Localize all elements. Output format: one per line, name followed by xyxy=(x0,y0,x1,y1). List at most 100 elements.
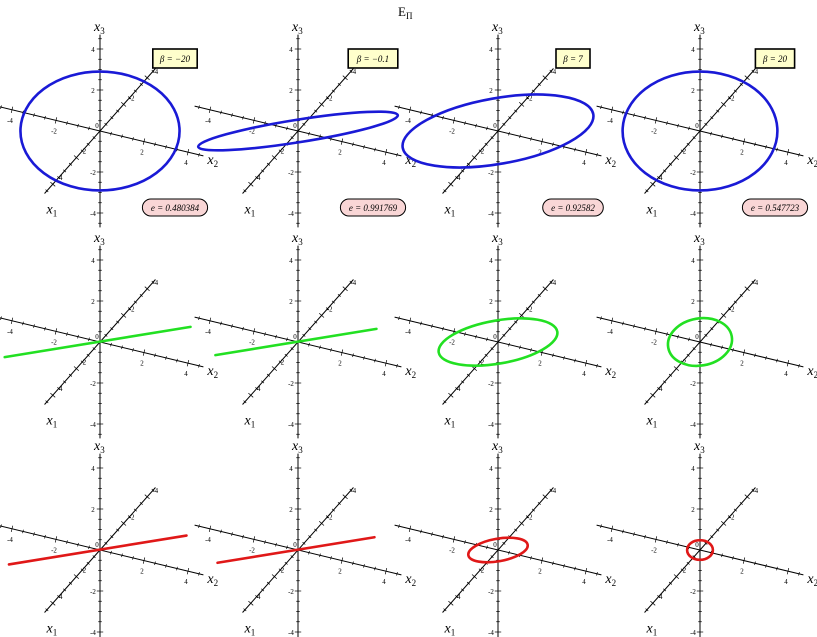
axis-tick xyxy=(325,96,330,100)
x1-tick-label: -4 xyxy=(152,68,158,76)
x2-axis-label: x2 xyxy=(806,153,817,169)
axis-tick xyxy=(264,540,266,544)
x2-tick-label: 2 xyxy=(740,568,744,576)
axis-tick xyxy=(198,105,200,109)
axis-tick xyxy=(443,189,447,193)
axis-tick xyxy=(66,540,68,544)
x1-tick-label: -4 xyxy=(152,279,158,287)
axis-tick xyxy=(22,321,24,326)
axis-tick xyxy=(531,300,535,304)
axis-tick xyxy=(319,345,321,350)
axis-tick xyxy=(461,588,465,592)
x2-tick-label: 2 xyxy=(140,360,144,368)
x2-tick-label: 4 xyxy=(382,578,386,586)
x3-tick-label: 4 xyxy=(91,46,95,54)
axis-tick xyxy=(80,360,84,364)
axis-tick xyxy=(142,138,146,145)
x3-tick-label: -2 xyxy=(288,588,294,596)
axis-tick xyxy=(692,555,696,559)
x3-axis-label: x3 xyxy=(491,231,503,247)
x3-tick-label: -4 xyxy=(690,629,696,637)
axis-tick xyxy=(57,595,61,599)
axis-tick xyxy=(600,316,602,320)
axis-tick xyxy=(384,149,388,156)
axis-tick xyxy=(408,525,412,532)
axis-tick xyxy=(349,69,353,73)
axis-tick xyxy=(330,556,332,560)
x1-tick-label: -2 xyxy=(527,305,533,313)
axis-tick xyxy=(0,524,2,528)
axis-tick xyxy=(666,540,668,544)
axis-tick xyxy=(278,360,282,364)
axis-tick xyxy=(466,581,471,585)
axis-tick xyxy=(342,286,348,292)
x3-tick-label: 4 xyxy=(91,257,95,265)
axis-tick xyxy=(663,169,667,173)
axis-tick xyxy=(742,557,746,564)
origin-label: 0 xyxy=(695,541,699,549)
x2-tick-label: 2 xyxy=(140,149,144,157)
axis-tick xyxy=(110,342,112,347)
axis-tick xyxy=(363,145,365,149)
axis-tick xyxy=(455,387,459,391)
axis-tick xyxy=(127,515,132,519)
x1-axis-label: x1 xyxy=(646,414,658,430)
x1-tick-label: -2 xyxy=(327,94,333,102)
axis-tick xyxy=(330,348,332,352)
axis-tick xyxy=(104,333,108,337)
panel-r2-c1: -4 -2 2 4 -4 -2 2 4 -4 -2 2 4 0 x3 x2 x1 xyxy=(0,231,218,439)
curve-ellipse xyxy=(437,317,559,367)
axis-tick xyxy=(54,536,58,543)
axis-tick xyxy=(63,588,67,592)
axis-tick xyxy=(54,117,58,124)
x1-tick-label: 4 xyxy=(659,385,663,393)
axis-tick xyxy=(286,545,288,550)
axis-tick xyxy=(744,75,750,81)
x2-tick-label: 2 xyxy=(140,568,144,576)
x2-tick-label: -4 xyxy=(607,117,613,125)
curve-ellipse xyxy=(621,70,779,192)
axis-tick xyxy=(420,110,422,115)
x2-tick-label: 4 xyxy=(582,370,586,378)
x3-tick-label: -2 xyxy=(288,169,294,177)
x1-tick-label: -4 xyxy=(550,279,556,287)
axis-tick xyxy=(88,337,90,342)
axis-tick xyxy=(645,400,649,404)
axis-tick xyxy=(266,581,271,585)
axis-tick xyxy=(231,532,233,536)
axis-tick xyxy=(644,534,646,539)
axis-tick xyxy=(600,524,602,528)
beta-box xyxy=(555,48,591,69)
x3-tick-label: -4 xyxy=(690,421,696,429)
axis-tick xyxy=(198,316,200,320)
axis-tick xyxy=(342,494,348,500)
axis-tick xyxy=(132,137,134,141)
x2-tick-label: -4 xyxy=(405,117,411,125)
axis-tick xyxy=(443,400,447,404)
axis-tick xyxy=(10,525,14,532)
axis-tick xyxy=(349,280,353,284)
x3-tick-label: -2 xyxy=(90,169,96,177)
axis-tick xyxy=(666,332,668,336)
axis-tick xyxy=(596,153,598,157)
axis-tick xyxy=(352,561,354,566)
axis-tick xyxy=(668,373,673,377)
axis-tick xyxy=(584,568,588,575)
x2-tick-label: -4 xyxy=(7,328,13,336)
x1-tick-label: 4 xyxy=(257,593,261,601)
beta-label-2: β = −0.1 xyxy=(347,48,399,69)
beta-box xyxy=(347,48,399,69)
axis-tick xyxy=(44,326,46,331)
axis-tick xyxy=(720,313,727,318)
axis-tick xyxy=(490,347,494,351)
x3-tick-label: -2 xyxy=(90,380,96,388)
axis-tick xyxy=(33,113,35,117)
origin-label: 0 xyxy=(293,333,297,341)
x2-tick-label: -2 xyxy=(249,338,255,346)
axis-tick xyxy=(518,521,525,526)
x1-tick-label: 2 xyxy=(481,567,485,575)
axis-tick xyxy=(252,328,256,335)
axis-tick xyxy=(290,347,294,351)
axis-tick xyxy=(514,320,518,324)
panel-r3-c1: -4 -2 2 4 -4 -2 2 4 -4 -2 2 4 0 x3 x2 x1 xyxy=(0,439,218,637)
